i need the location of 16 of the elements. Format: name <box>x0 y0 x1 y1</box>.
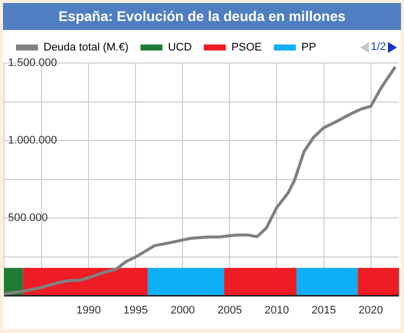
legend-label: PP <box>301 42 316 54</box>
x-tick-label: 2020 <box>358 304 384 316</box>
chart-title: España: Evolución de la deuda en millones <box>3 3 401 30</box>
legend-label: UCD <box>168 42 192 54</box>
x-tick-label: 2005 <box>217 304 242 316</box>
x-tick-label: 2000 <box>170 304 195 316</box>
legend-label: PSOE <box>231 42 262 54</box>
x-tick-label: 1990 <box>76 304 101 316</box>
x-tick-label: 1995 <box>123 304 148 316</box>
x-tick-label: 2015 <box>312 304 336 316</box>
text: 1/2 <box>370 41 386 53</box>
x-tick-label: 2010 <box>264 304 289 316</box>
y-tick-label: 1.500.000 <box>8 57 57 70</box>
y-tick-label: 1.000.000 <box>8 134 57 147</box>
legend-label: Deuda total (M.€) <box>44 42 128 54</box>
y-tick-label: 500.000 <box>8 212 48 224</box>
